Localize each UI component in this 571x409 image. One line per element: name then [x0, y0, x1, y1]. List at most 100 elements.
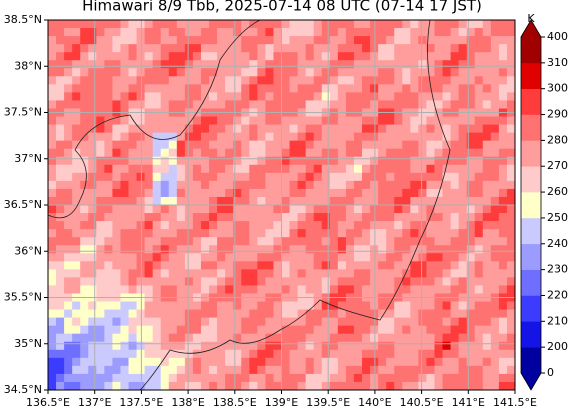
field-cell: [313, 205, 323, 214]
field-cell: [394, 28, 403, 37]
field-cell: [128, 188, 138, 198]
field-cell: [378, 357, 387, 367]
field-cell: [466, 357, 476, 367]
field-cell: [337, 349, 347, 359]
field-cell: [80, 317, 89, 327]
field-cell: [313, 172, 323, 182]
field-cell: [48, 325, 57, 335]
field-cell: [305, 60, 315, 69]
field-cell: [273, 349, 282, 359]
field-cell: [506, 164, 516, 174]
field-cell: [217, 28, 226, 37]
field-cell: [104, 269, 113, 278]
field-cell: [192, 52, 202, 61]
field-cell: [458, 309, 468, 319]
field-cell: [506, 28, 516, 37]
field-cell: [217, 132, 226, 142]
field-cell: [64, 180, 73, 190]
field-cell: [104, 277, 113, 286]
field-cell: [450, 317, 460, 327]
field-cell: [96, 180, 105, 190]
field-cell: [394, 285, 403, 294]
field-cell: [64, 365, 73, 375]
field-cell: [434, 100, 444, 109]
field-cell: [297, 301, 307, 311]
field-cell: [378, 205, 387, 214]
field-cell: [345, 333, 355, 343]
field-cell: [72, 317, 81, 327]
field-cell: [378, 213, 387, 222]
field-cell: [217, 253, 226, 262]
field-cell: [144, 285, 154, 294]
field-cell: [209, 92, 218, 101]
field-cell: [305, 301, 315, 311]
field-cell: [362, 148, 371, 158]
field-cell: [160, 357, 170, 367]
field-cell: [80, 237, 89, 246]
field-cell: [56, 325, 65, 335]
field-cell: [136, 213, 146, 222]
field-cell: [458, 237, 468, 246]
field-cell: [152, 309, 162, 319]
field-cell: [152, 365, 162, 375]
field-cell: [474, 180, 484, 190]
field-cell: [265, 28, 274, 37]
field-cell: [160, 124, 170, 134]
field-cell: [120, 213, 130, 222]
field-cell: [112, 285, 121, 294]
field-cell: [64, 60, 73, 69]
field-cell: [184, 76, 194, 85]
field-cell: [498, 381, 508, 391]
field-cell: [353, 140, 363, 150]
field-cell: [217, 36, 226, 45]
field-cell: [48, 100, 57, 109]
field-cell: [265, 205, 274, 214]
field-cell: [200, 381, 210, 391]
field-cell: [249, 349, 258, 359]
field-cell: [329, 164, 339, 174]
field-cell: [176, 253, 186, 262]
field-cell: [217, 52, 226, 61]
field-cell: [168, 357, 178, 367]
field-cell: [273, 285, 282, 294]
field-cell: [128, 309, 138, 319]
field-cell: [257, 309, 266, 319]
field-cell: [136, 84, 146, 93]
field-cell: [160, 20, 170, 29]
field-cell: [80, 301, 89, 311]
field-cell: [56, 44, 65, 53]
field-cell: [184, 285, 194, 294]
field-cell: [506, 317, 516, 327]
field-cell: [233, 213, 242, 222]
field-cell: [48, 277, 57, 286]
field-cell: [112, 325, 121, 335]
field-cell: [482, 237, 492, 246]
field-cell: [442, 309, 452, 319]
field-cell: [192, 60, 202, 69]
field-cell: [370, 365, 379, 375]
field-cell: [321, 301, 331, 311]
field-cell: [209, 164, 218, 174]
field-cell: [362, 188, 371, 198]
field-cell: [217, 309, 226, 319]
field-cell: [370, 277, 379, 286]
field-cell: [281, 309, 291, 319]
field-cell: [394, 140, 403, 150]
x-tick-label: 141.5°E: [493, 396, 537, 409]
field-cell: [378, 196, 387, 206]
field-cell: [225, 60, 234, 69]
field-cell: [370, 76, 379, 85]
field-cell: [104, 132, 113, 142]
field-cell: [168, 52, 178, 61]
field-cell: [209, 116, 218, 126]
field-cell: [337, 132, 347, 142]
field-cell: [64, 213, 73, 222]
field-cell: [410, 60, 419, 69]
field-cell: [88, 92, 97, 101]
field-cell: [466, 164, 476, 174]
field-cell: [281, 68, 291, 77]
field-cell: [88, 44, 97, 53]
field-cell: [402, 253, 411, 262]
field-cell: [136, 172, 146, 182]
field-cell: [482, 140, 492, 150]
